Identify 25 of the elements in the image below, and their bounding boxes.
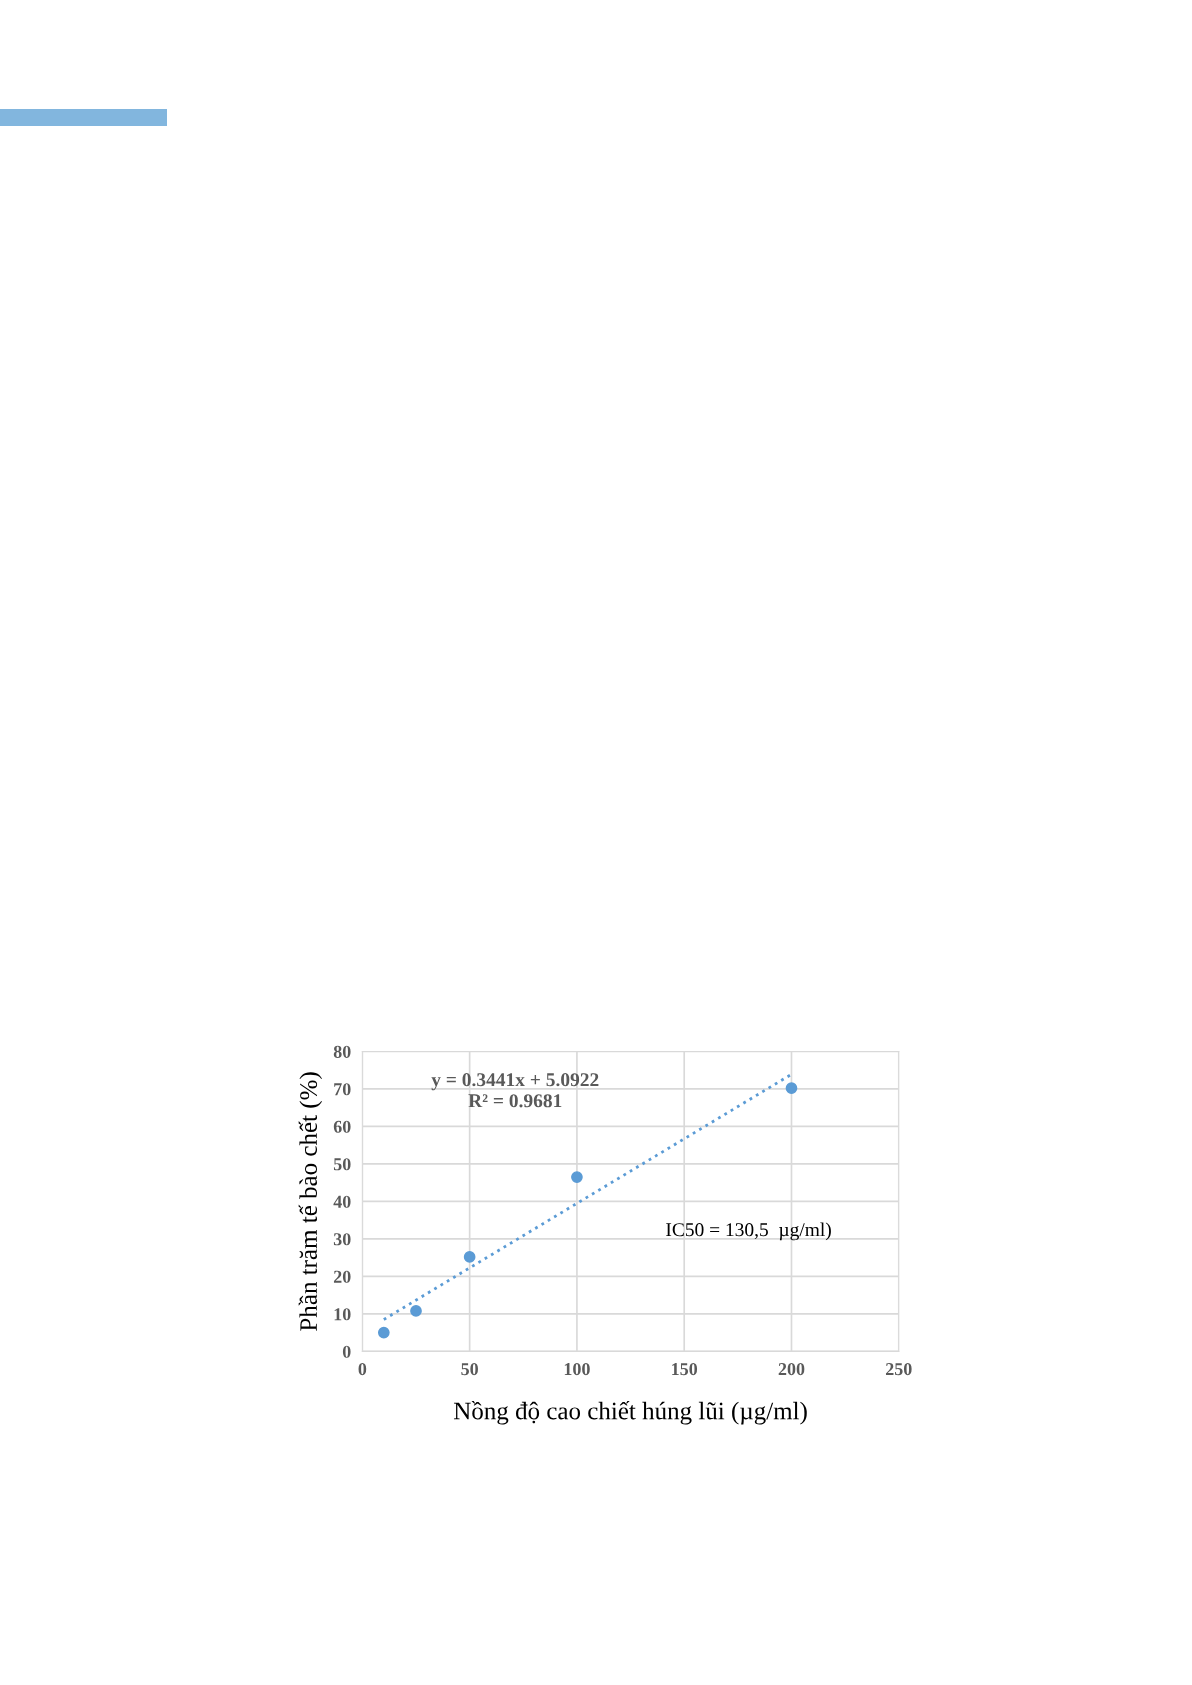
y-tick-label: 40 — [333, 1195, 351, 1208]
point — [571, 1171, 583, 1183]
x-tick-label: 150 — [672, 1363, 698, 1376]
y-tick-label: 60 — [333, 1120, 351, 1133]
x-tick-label: 0 — [358, 1363, 367, 1376]
x-tick-label: 250 — [885, 1363, 912, 1376]
x-axis-title: Nồng độ cao chiết húng lũi (µg/ml) — [453, 1401, 807, 1425]
x-tick-label: 100 — [564, 1363, 590, 1376]
y-tick-label: 30 — [333, 1233, 351, 1246]
y-tick-label: 10 — [334, 1308, 351, 1321]
y-tick-label: 20 — [333, 1270, 351, 1283]
y-tick-label: 0 — [342, 1345, 351, 1358]
y-axis-title: Phần trăm tế bào chết (%) — [298, 1072, 323, 1331]
y-tick-label: 70 — [334, 1083, 351, 1096]
point — [410, 1305, 422, 1317]
x-tick-label: 50 — [461, 1363, 478, 1376]
y-tick-label: 50 — [333, 1158, 351, 1171]
annotation: y = 0.3441x + 5.0922 — [431, 1073, 599, 1091]
annotation: IC50 = 130,5 µg/ml) — [666, 1222, 831, 1241]
point — [377, 1326, 390, 1339]
point — [463, 1251, 476, 1263]
y-tick-label: 80 — [333, 1045, 351, 1058]
point — [785, 1082, 798, 1095]
annotation: R² = 0.9681 — [468, 1094, 562, 1108]
x-tick-label: 200 — [778, 1363, 805, 1376]
